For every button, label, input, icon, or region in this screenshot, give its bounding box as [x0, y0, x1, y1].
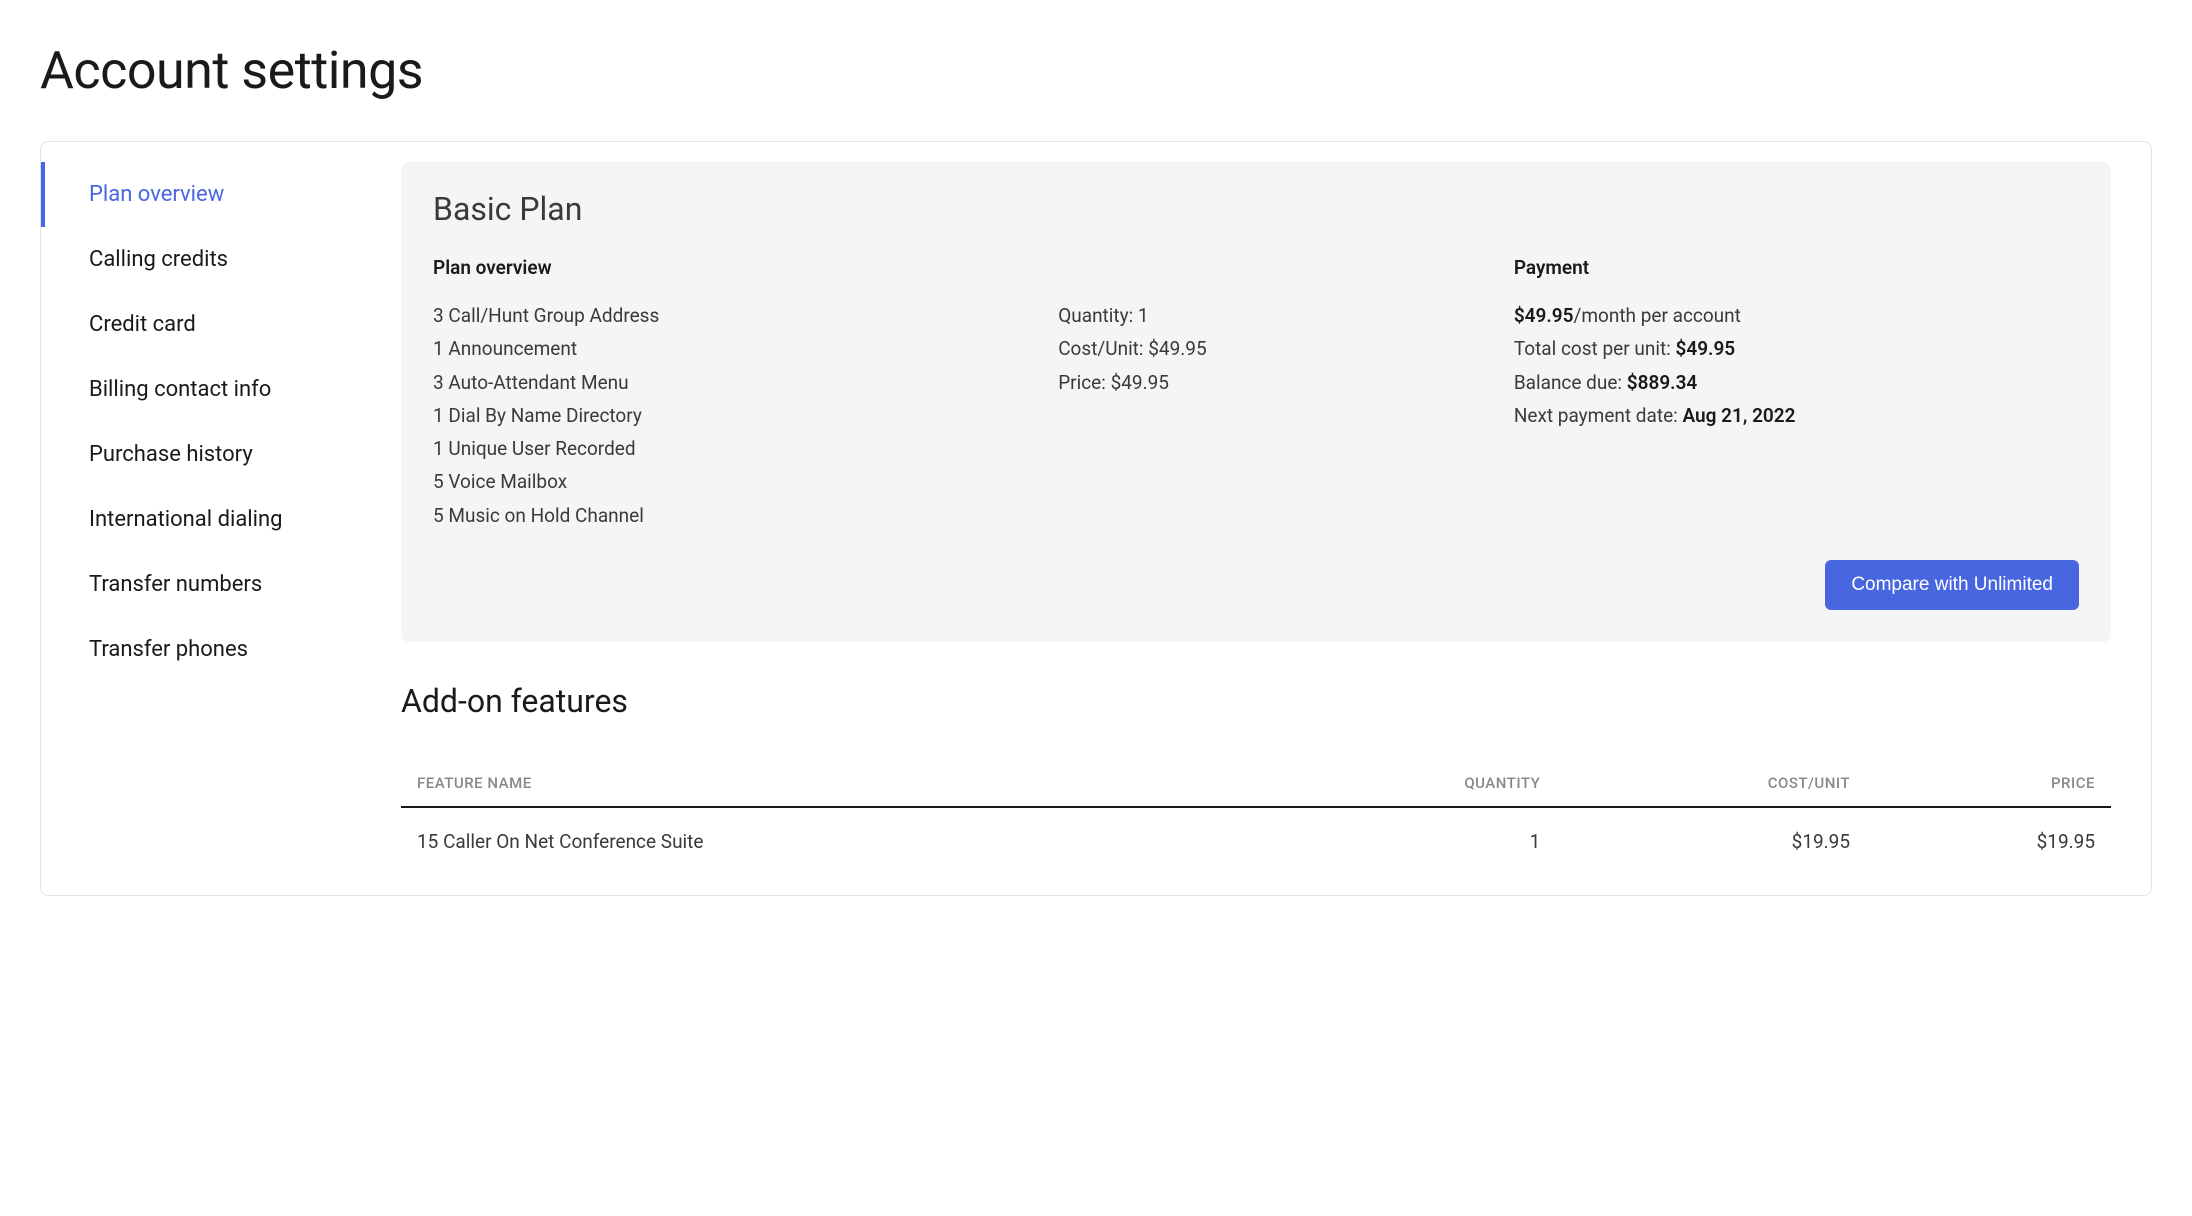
plan-quantity-column: Quantity: 1 Cost/Unit: $49.95 Price: $49…	[1058, 256, 1454, 532]
addon-col-price: PRICE	[1866, 760, 2111, 807]
plan-overview-heading: Plan overview	[433, 256, 998, 279]
sidebar-item-calling-credits[interactable]: Calling credits	[41, 227, 401, 292]
compare-button[interactable]: Compare with Unlimited	[1825, 560, 2079, 610]
sidebar-item-transfer-numbers[interactable]: Transfer numbers	[41, 552, 401, 617]
content-wrapper: Plan overview Calling credits Credit car…	[40, 141, 2152, 896]
plan-balance-due-value: $889.34	[1627, 371, 1698, 394]
plan-card: Basic Plan Plan overview 3 Call/Hunt Gro…	[401, 162, 2111, 642]
plan-feature: 3 Auto-Attendant Menu	[433, 366, 998, 399]
plan-total-cost: Total cost per unit: $49.95	[1514, 332, 2079, 365]
main-content: Basic Plan Plan overview 3 Call/Hunt Gro…	[401, 142, 2151, 895]
plan-title: Basic Plan	[433, 190, 2079, 228]
plan-total-cost-label: Total cost per unit:	[1514, 337, 1676, 360]
sidebar-item-purchase-history[interactable]: Purchase history	[41, 422, 401, 487]
addon-feature-name: 15 Caller On Net Conference Suite	[401, 807, 1264, 875]
plan-balance-due-label: Balance due:	[1514, 371, 1627, 394]
addon-col-cost-unit: COST/UNIT	[1556, 760, 1866, 807]
plan-columns: Plan overview 3 Call/Hunt Group Address …	[433, 256, 2079, 532]
plan-payment-column: Payment $49.95/month per account Total c…	[1514, 256, 2079, 532]
addon-cost-unit: $19.95	[1556, 807, 1866, 875]
plan-payment-heading: Payment	[1514, 256, 2079, 279]
plan-overview-column: Plan overview 3 Call/Hunt Group Address …	[433, 256, 998, 532]
plan-cost-unit-value: $49.95	[1148, 337, 1206, 360]
plan-feature: 3 Call/Hunt Group Address	[433, 299, 998, 332]
sidebar: Plan overview Calling credits Credit car…	[41, 142, 401, 895]
plan-next-payment-label: Next payment date:	[1514, 404, 1683, 427]
addon-table: FEATURE NAME QUANTITY COST/UNIT PRICE 15…	[401, 760, 2111, 875]
addon-price: $19.95	[1866, 807, 2111, 875]
sidebar-item-international-dialing[interactable]: International dialing	[41, 487, 401, 552]
addon-col-feature-name: FEATURE NAME	[401, 760, 1264, 807]
plan-next-payment-value: Aug 21, 2022	[1682, 404, 1795, 427]
plan-quantity-line: Quantity: 1	[1058, 299, 1454, 332]
sidebar-item-credit-card[interactable]: Credit card	[41, 292, 401, 357]
plan-quantity-label: Quantity:	[1058, 304, 1138, 327]
plan-payment-rate-value: $49.95	[1514, 304, 1574, 327]
plan-price-line: Price: $49.95	[1058, 366, 1454, 399]
plan-price-value: $49.95	[1111, 371, 1169, 394]
plan-quantity-value: 1	[1138, 304, 1149, 327]
plan-quantity-spacer	[1058, 256, 1454, 279]
addon-table-header-row: FEATURE NAME QUANTITY COST/UNIT PRICE	[401, 760, 2111, 807]
plan-next-payment: Next payment date: Aug 21, 2022	[1514, 399, 2079, 432]
plan-price-label: Price:	[1058, 371, 1110, 394]
plan-total-cost-value: $49.95	[1675, 337, 1735, 360]
plan-payment-rate: $49.95/month per account	[1514, 299, 2079, 332]
plan-feature: 1 Announcement	[433, 332, 998, 365]
plan-feature: 1 Dial By Name Directory	[433, 399, 998, 432]
plan-feature: 1 Unique User Recorded	[433, 432, 998, 465]
compare-button-row: Compare with Unlimited	[433, 560, 2079, 610]
addon-heading: Add-on features	[401, 682, 2111, 720]
plan-cost-unit-line: Cost/Unit: $49.95	[1058, 332, 1454, 365]
addon-table-row: 15 Caller On Net Conference Suite 1 $19.…	[401, 807, 2111, 875]
addon-quantity: 1	[1264, 807, 1557, 875]
plan-feature: 5 Music on Hold Channel	[433, 499, 998, 532]
plan-payment-rate-suffix: /month per account	[1573, 304, 1740, 327]
sidebar-item-billing-contact-info[interactable]: Billing contact info	[41, 357, 401, 422]
sidebar-item-transfer-phones[interactable]: Transfer phones	[41, 617, 401, 682]
sidebar-item-plan-overview[interactable]: Plan overview	[41, 162, 401, 227]
plan-balance-due: Balance due: $889.34	[1514, 366, 2079, 399]
plan-feature: 5 Voice Mailbox	[433, 465, 998, 498]
plan-cost-unit-label: Cost/Unit:	[1058, 337, 1148, 360]
page-title: Account settings	[40, 40, 2152, 101]
addon-col-quantity: QUANTITY	[1264, 760, 1557, 807]
